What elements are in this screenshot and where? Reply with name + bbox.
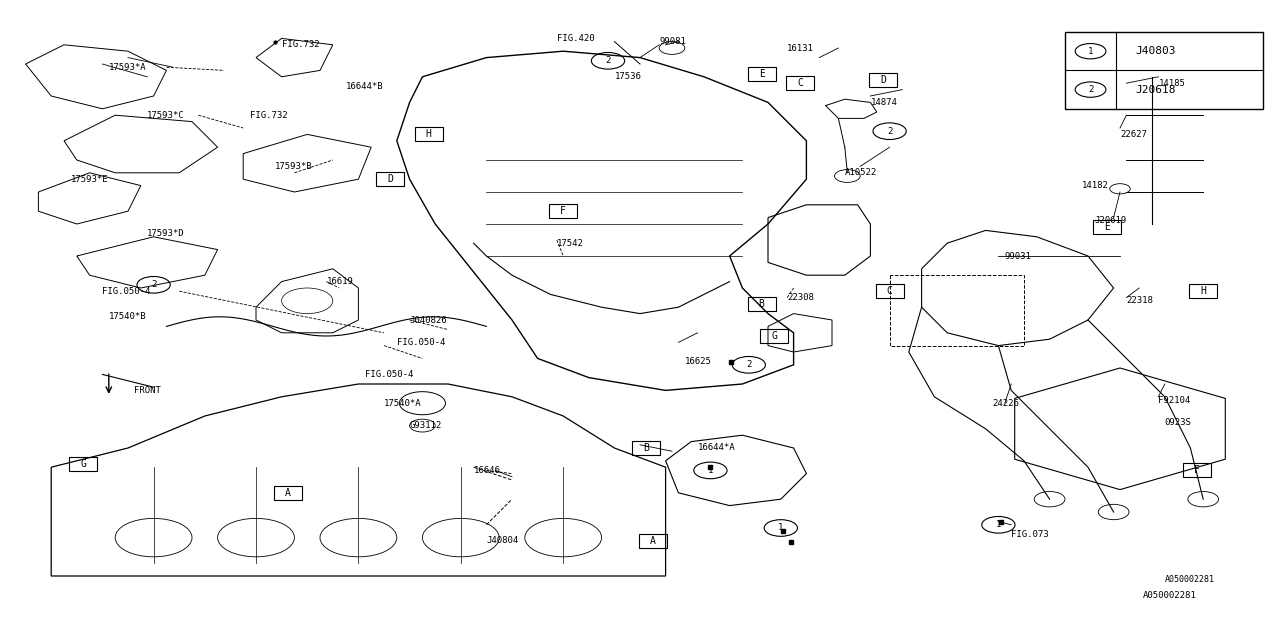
Text: 2: 2: [1088, 85, 1093, 94]
Text: 2: 2: [746, 360, 751, 369]
Text: 16646: 16646: [474, 466, 500, 475]
Text: F: F: [561, 206, 566, 216]
Text: A10522: A10522: [845, 168, 877, 177]
Text: 16131: 16131: [787, 44, 814, 52]
Text: 17540*B: 17540*B: [109, 312, 146, 321]
Text: 2: 2: [605, 56, 611, 65]
Text: J40803: J40803: [1135, 46, 1176, 56]
Text: 22308: 22308: [787, 293, 814, 302]
Text: 17593*D: 17593*D: [147, 229, 184, 238]
Text: G: G: [81, 459, 86, 469]
Text: 1: 1: [1088, 47, 1093, 56]
Text: FIG.420: FIG.420: [557, 34, 594, 43]
Text: D: D: [881, 75, 886, 85]
Text: B: B: [644, 443, 649, 453]
Text: FIG.050-4: FIG.050-4: [102, 287, 151, 296]
Text: 14185: 14185: [1158, 79, 1185, 88]
Text: A050002281: A050002281: [1143, 591, 1197, 600]
Text: 22627: 22627: [1120, 130, 1147, 139]
Text: 99081: 99081: [659, 37, 686, 46]
Text: F92104: F92104: [1158, 396, 1190, 404]
Text: 17593*E: 17593*E: [70, 175, 108, 184]
Text: 16644*B: 16644*B: [346, 82, 383, 91]
Text: A: A: [650, 536, 655, 546]
Text: 17593*A: 17593*A: [109, 63, 146, 72]
Text: FIG.732: FIG.732: [282, 40, 319, 49]
Text: 17540*A: 17540*A: [384, 399, 421, 408]
Text: H: H: [426, 129, 431, 140]
Text: FIG.073: FIG.073: [1011, 530, 1048, 539]
Text: A050002281: A050002281: [1165, 575, 1215, 584]
Text: 1: 1: [996, 520, 1001, 529]
Text: 16625: 16625: [685, 357, 712, 366]
Text: 16644*A: 16644*A: [698, 444, 735, 452]
Text: 14874: 14874: [870, 98, 897, 107]
Text: 99031: 99031: [1005, 252, 1032, 260]
Text: FIG.050-4: FIG.050-4: [397, 338, 445, 347]
Text: E: E: [759, 68, 764, 79]
Text: 17593*C: 17593*C: [147, 111, 184, 120]
Text: 2: 2: [887, 127, 892, 136]
Text: H: H: [1201, 286, 1206, 296]
Text: 17542: 17542: [557, 239, 584, 248]
Text: G93112: G93112: [410, 421, 442, 430]
Text: A: A: [285, 488, 291, 498]
Text: D: D: [388, 174, 393, 184]
Text: 0923S: 0923S: [1165, 418, 1192, 427]
Text: 17536: 17536: [614, 72, 641, 81]
Text: C: C: [887, 286, 892, 296]
Text: 22318: 22318: [1126, 296, 1153, 305]
Text: FIG.050-4: FIG.050-4: [365, 370, 413, 379]
Text: J20619: J20619: [1094, 216, 1126, 225]
Text: 1: 1: [708, 466, 713, 475]
Text: 1: 1: [778, 524, 783, 532]
Text: G: G: [772, 331, 777, 341]
Text: 14182: 14182: [1082, 181, 1108, 190]
Text: FRONT: FRONT: [134, 386, 161, 395]
Text: F: F: [1194, 465, 1199, 476]
Text: FIG.732: FIG.732: [250, 111, 287, 120]
Text: J20618: J20618: [1135, 84, 1176, 95]
Text: 24226: 24226: [992, 399, 1019, 408]
Text: 17593*B: 17593*B: [275, 162, 312, 171]
Text: J40804: J40804: [486, 536, 518, 545]
Text: B: B: [759, 299, 764, 309]
Text: C: C: [797, 78, 803, 88]
Text: J040826: J040826: [410, 316, 447, 324]
Text: 16619: 16619: [326, 277, 353, 286]
Text: 2: 2: [151, 280, 156, 289]
Text: E: E: [1105, 222, 1110, 232]
